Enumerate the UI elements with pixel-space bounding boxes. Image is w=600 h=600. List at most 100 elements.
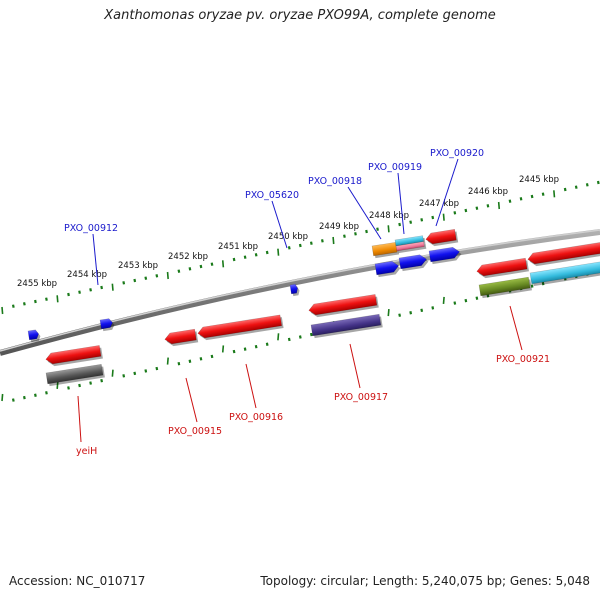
minor-tick: [232, 349, 236, 354]
minor-tick: [563, 187, 567, 192]
minor-tick: [100, 378, 104, 383]
kbp-label: 2452 kbp: [168, 252, 208, 262]
major-tick: [111, 283, 114, 291]
kbp-label: 2448 kbp: [369, 211, 409, 221]
major-tick: [442, 213, 445, 221]
kbp-label: 2449 kbp: [319, 222, 359, 232]
major-tick: [442, 296, 445, 305]
major-tick: [56, 381, 59, 389]
gene-features: [27, 229, 600, 387]
gene-PXO_00920[interactable]: [425, 229, 459, 247]
kbp-label: 2451 kbp: [218, 242, 258, 252]
gene-PXO_00922[interactable]: [527, 241, 600, 267]
minor-tick: [22, 395, 26, 400]
minor-tick: [177, 269, 181, 273]
major-tick: [277, 248, 280, 256]
minor-tick: [309, 241, 313, 245]
gene-leader-line: [92, 233, 99, 286]
minor-tick: [67, 386, 70, 390]
gene-PXO_00922-domain[interactable]: [529, 260, 600, 287]
gene-label-bottom[interactable]: PXO_00916: [229, 412, 283, 423]
minor-tick: [486, 204, 490, 208]
major-tick: [56, 295, 59, 303]
minor-tick: [155, 274, 159, 278]
gene-PXO_00921-domain[interactable]: [478, 276, 532, 299]
minor-tick: [199, 264, 203, 269]
gene-PXO_00917-domain[interactable]: [310, 313, 383, 339]
minor-tick: [453, 211, 457, 215]
minor-tick: [585, 183, 589, 187]
minor-tick: [409, 220, 413, 224]
gene-label-bottom[interactable]: PXO_00921: [496, 354, 550, 365]
major-tick: [497, 201, 501, 210]
minor-tick: [298, 243, 302, 248]
gene-PXO_00915[interactable]: [164, 328, 199, 347]
gene-PXO_00917[interactable]: [308, 294, 379, 318]
gene-PXO_00919[interactable]: [398, 254, 429, 272]
minor-tick: [541, 192, 545, 196]
gene-label-top[interactable]: PXO_05620: [245, 190, 299, 201]
minor-tick: [475, 296, 479, 300]
minor-tick: [574, 185, 578, 189]
minor-tick: [45, 297, 48, 301]
gene-PXO_00916[interactable]: [197, 314, 284, 342]
gene-yeiH-domain[interactable]: [45, 363, 105, 387]
minor-tick: [232, 257, 236, 262]
minor-tick: [188, 267, 192, 271]
gene-label-top[interactable]: PXO_00919: [368, 162, 422, 173]
minor-tick: [530, 194, 534, 199]
gene-label-top[interactable]: PXO_00920: [430, 148, 484, 159]
gene-PXO_00919-domain-b[interactable]: [395, 241, 427, 254]
minor-tick: [486, 294, 490, 298]
gene-small-blue-3[interactable]: [289, 283, 300, 297]
gene-yeiH[interactable]: [45, 345, 103, 367]
major-tick: [553, 190, 556, 198]
major-tick: [111, 369, 114, 377]
gene-small-blue-2[interactable]: [99, 318, 115, 332]
gene-leader-line: [271, 200, 288, 249]
minor-tick: [464, 298, 468, 303]
gene-PXO_00918-domain[interactable]: [371, 241, 400, 259]
genome-backbone: [0, 229, 600, 356]
minor-tick: [144, 276, 148, 280]
gene-PXO_00920-b[interactable]: [428, 246, 462, 265]
minor-tick: [78, 290, 81, 294]
map-title: Xanthomonas oryzae pv. oryzae PXO99A, co…: [104, 8, 496, 23]
gene-leader-line: [509, 305, 523, 351]
minor-tick: [243, 255, 247, 259]
minor-tick: [376, 227, 379, 231]
major-tick: [221, 345, 225, 353]
major-tick: [166, 271, 169, 280]
gene-label-bottom[interactable]: PXO_00915: [168, 426, 222, 437]
kbp-label: 2447 kbp: [419, 199, 459, 209]
minor-tick: [464, 208, 468, 213]
minor-tick: [409, 311, 413, 315]
gene-small-blue-1[interactable]: [27, 329, 41, 343]
gene-label-bottom[interactable]: yeiH: [76, 446, 97, 457]
gene-label-top[interactable]: PXO_00912: [64, 223, 118, 234]
minor-tick: [475, 206, 479, 210]
minor-tick: [596, 180, 600, 185]
gene-label-top[interactable]: PXO_00918: [308, 176, 362, 187]
minor-tick: [100, 285, 104, 290]
minor-tick: [453, 301, 457, 305]
kbp-label: 2454 kbp: [67, 270, 107, 280]
minor-tick: [320, 239, 324, 243]
genome-summary-text: Topology: circular; Length: 5,240,075 bp…: [260, 574, 590, 588]
gene-leader-line: [245, 363, 257, 409]
minor-tick: [89, 288, 92, 292]
gene-PXO_00918[interactable]: [374, 260, 401, 278]
minor-tick: [122, 281, 126, 285]
minor-tick: [309, 332, 313, 337]
minor-tick: [254, 253, 258, 257]
minor-tick: [343, 234, 346, 238]
gene-PXO_00921[interactable]: [476, 257, 529, 279]
kbp-label: 2446 kbp: [468, 187, 508, 197]
gene-label-bottom[interactable]: PXO_00917: [334, 392, 388, 403]
minor-tick: [11, 304, 15, 308]
minor-tick: [420, 218, 424, 222]
minor-tick: [530, 284, 534, 288]
minor-tick: [133, 371, 137, 376]
